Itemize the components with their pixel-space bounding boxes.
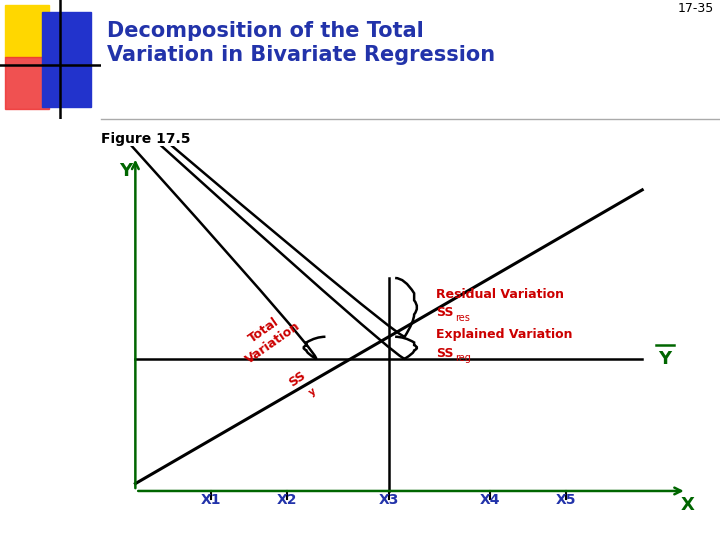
Text: Total
Variation: Total Variation <box>234 307 302 367</box>
Bar <box>5 5 50 57</box>
Bar <box>5 57 50 109</box>
Text: X: X <box>680 496 694 515</box>
Text: SS: SS <box>436 306 454 319</box>
Text: X1: X1 <box>201 494 222 508</box>
Text: X3: X3 <box>379 494 399 508</box>
Text: y: y <box>307 387 318 399</box>
Text: X2: X2 <box>277 494 297 508</box>
Text: SS: SS <box>286 369 308 389</box>
Text: Figure 17.5: Figure 17.5 <box>101 132 190 146</box>
Text: Y: Y <box>120 163 132 180</box>
Text: X4: X4 <box>480 494 500 508</box>
Text: Residual Variation: Residual Variation <box>436 288 564 301</box>
Text: 17-35: 17-35 <box>678 2 714 15</box>
Text: Y: Y <box>658 350 671 368</box>
Text: X5: X5 <box>556 494 577 508</box>
Text: Explained Variation: Explained Variation <box>436 328 573 341</box>
Bar <box>42 12 91 107</box>
Text: SS: SS <box>436 347 454 360</box>
Text: res: res <box>455 313 470 322</box>
Text: reg: reg <box>455 353 471 363</box>
Text: Decomposition of the Total
Variation in Bivariate Regression: Decomposition of the Total Variation in … <box>107 22 495 65</box>
